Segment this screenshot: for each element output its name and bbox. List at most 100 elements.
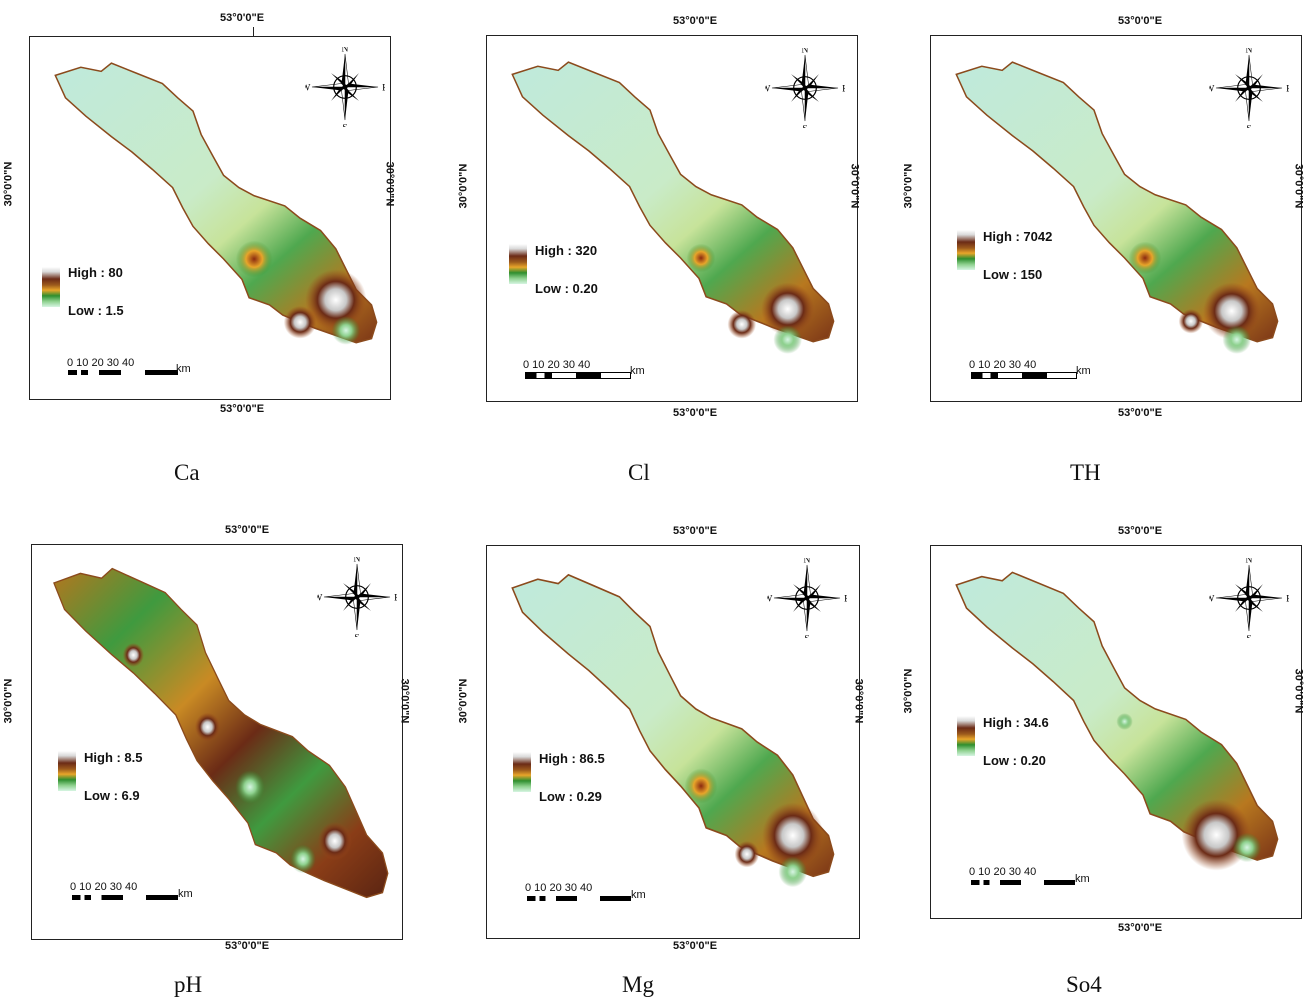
scale-bar-ticks: 0 10 20 30 40 (70, 881, 138, 893)
top-longitude-label: 53°0'0"E (1118, 525, 1163, 537)
svg-text:N: N (354, 557, 361, 564)
hotspot (290, 844, 316, 874)
svg-text:W: W (305, 82, 310, 93)
legend-high-label: High : 320 (535, 243, 598, 258)
hotspot (194, 712, 221, 742)
right-latitude-label: 30°0'0"N (1292, 668, 1305, 714)
top-tick (253, 27, 254, 37)
scale-bar-ticks: 0 10 20 30 40 (67, 357, 135, 369)
scale-bar-ticks: 0 10 20 30 40 (969, 866, 1037, 878)
hotspot (684, 768, 718, 804)
scale-bar-unit: km (1076, 365, 1091, 377)
scale-bar (68, 370, 178, 375)
legend-low-label: Low : 1.5 (68, 303, 124, 318)
scale-bar (525, 372, 631, 379)
north-arrow-icon: N S W E (1209, 48, 1289, 128)
panel-caption-so4: So4 (1066, 972, 1102, 997)
north-arrow-icon: N S W E (765, 48, 845, 128)
legend-high-label: High : 34.6 (983, 715, 1049, 730)
top-longitude-label: 53°0'0"E (673, 525, 718, 537)
svg-text:W: W (765, 83, 770, 94)
legend-low-label: Low : 0.29 (539, 789, 602, 804)
map-panel-ph: 53°0'0"E N S W E High : 8.5 Low : 6.9 0 … (0, 520, 430, 990)
right-latitude-label: 30°0'0"N (848, 163, 861, 209)
svg-text:S: S (1246, 633, 1251, 638)
left-latitude-label: 30°0'0"N (457, 163, 470, 209)
map-frame: N S W E High : 320 Low : 0.20 0 10 20 30… (486, 35, 858, 402)
hotspot (235, 770, 265, 804)
panel-caption-ca: Ca (174, 460, 200, 485)
legend-low-label: Low : 0.20 (983, 753, 1046, 768)
hotspot (317, 821, 352, 861)
legend-low-label: Low : 6.9 (84, 788, 140, 803)
legend-high-label: High : 86.5 (539, 751, 605, 766)
map-panel-so4: 53°0'0"E N S W E High : 34.6 Low : 0.20 … (900, 520, 1314, 990)
hotspot (1232, 832, 1262, 863)
legend-color-ramp (58, 751, 76, 791)
svg-text:W: W (767, 593, 772, 604)
panel-caption-ph: pH (174, 972, 203, 997)
hotspot (773, 325, 802, 354)
legend-color-ramp (957, 230, 975, 270)
svg-text:S: S (1246, 123, 1251, 128)
map-panel-cl: 53°0'0"E N S W E High : 320 Low : 0.20 0… (455, 10, 885, 480)
map-frame: N S W E High : 8.5 Low : 6.9 0 10 20 30 … (31, 544, 403, 940)
top-longitude-label: 53°0'0"E (673, 15, 718, 27)
svg-text:S: S (342, 122, 347, 127)
legend-low-label: Low : 150 (983, 267, 1043, 282)
map-frame: N S W E High : 86.5 Low : 0.29 0 10 20 3… (486, 545, 860, 939)
right-latitude-label: 30°0'0"N (383, 161, 396, 207)
map-canvas (955, 61, 1279, 354)
panel-caption-cl: Cl (628, 460, 650, 485)
top-longitude-label: 53°0'0"E (220, 12, 265, 24)
hotspot (331, 316, 361, 345)
map-frame: N S W E High : 80 Low : 1.5 0 10 20 30 4… (29, 36, 391, 400)
north-arrow-icon: N S W E (317, 557, 397, 637)
bottom-longitude-label: 53°0'0"E (220, 403, 265, 415)
map-panel-mg: 53°0'0"E N S W E High : 86.5 Low : 0.29 … (455, 520, 885, 990)
bottom-longitude-label: 53°0'0"E (1118, 922, 1163, 934)
scale-bar-unit: km (630, 365, 645, 377)
hotspot (283, 305, 317, 339)
scale-bar (72, 895, 178, 900)
svg-text:S: S (802, 123, 807, 128)
panel-caption-th: TH (1070, 460, 1101, 485)
hotspot (305, 269, 367, 331)
scale-bar-ticks: 0 10 20 30 40 (525, 882, 593, 894)
svg-text:E: E (1286, 593, 1289, 604)
bottom-longitude-label: 53°0'0"E (225, 940, 270, 952)
svg-text:N: N (1246, 558, 1253, 565)
map-canvas (511, 573, 835, 888)
hotspot (761, 282, 815, 336)
map-panel-ca: 53°0'0"E N S W E High : 80 Low : 1.5 0 1… (0, 10, 430, 480)
hotspot (686, 243, 716, 273)
hotspot (1128, 241, 1162, 275)
map-frame: N S W E High : 34.6 Low : 0.20 0 10 20 3… (930, 545, 1302, 919)
scale-bar-unit: km (176, 363, 191, 375)
bottom-longitude-label: 53°0'0"E (673, 940, 718, 952)
bottom-longitude-label: 53°0'0"E (673, 407, 718, 419)
left-latitude-label: 30°0'0"N (2, 678, 15, 724)
legend-color-ramp (42, 267, 60, 307)
svg-text:N: N (1246, 48, 1253, 55)
svg-text:E: E (842, 83, 845, 94)
scale-bar-ticks: 0 10 20 30 40 (969, 359, 1037, 371)
scale-bar-unit: km (178, 888, 193, 900)
legend-high-label: High : 8.5 (84, 750, 143, 765)
svg-text:E: E (1286, 83, 1289, 94)
svg-text:N: N (804, 558, 811, 565)
map-panel-th: 53°0'0"E N S W E High : 7042 Low : 150 0… (900, 10, 1314, 480)
top-longitude-label: 53°0'0"E (225, 524, 270, 536)
svg-text:W: W (1209, 593, 1214, 604)
left-latitude-label: 30°0'0"N (902, 668, 915, 714)
legend-color-ramp (509, 244, 527, 284)
right-latitude-label: 30°0'0"N (852, 678, 865, 724)
hotspot (762, 802, 824, 869)
svg-text:S: S (354, 632, 359, 637)
map-canvas (511, 61, 835, 354)
map-frame: N S W E High : 7042 Low : 150 0 10 20 30… (930, 35, 1302, 402)
svg-text:E: E (394, 592, 397, 603)
map-canvas (955, 571, 1279, 871)
left-latitude-label: 30°0'0"N (2, 161, 15, 207)
svg-text:W: W (317, 592, 322, 603)
